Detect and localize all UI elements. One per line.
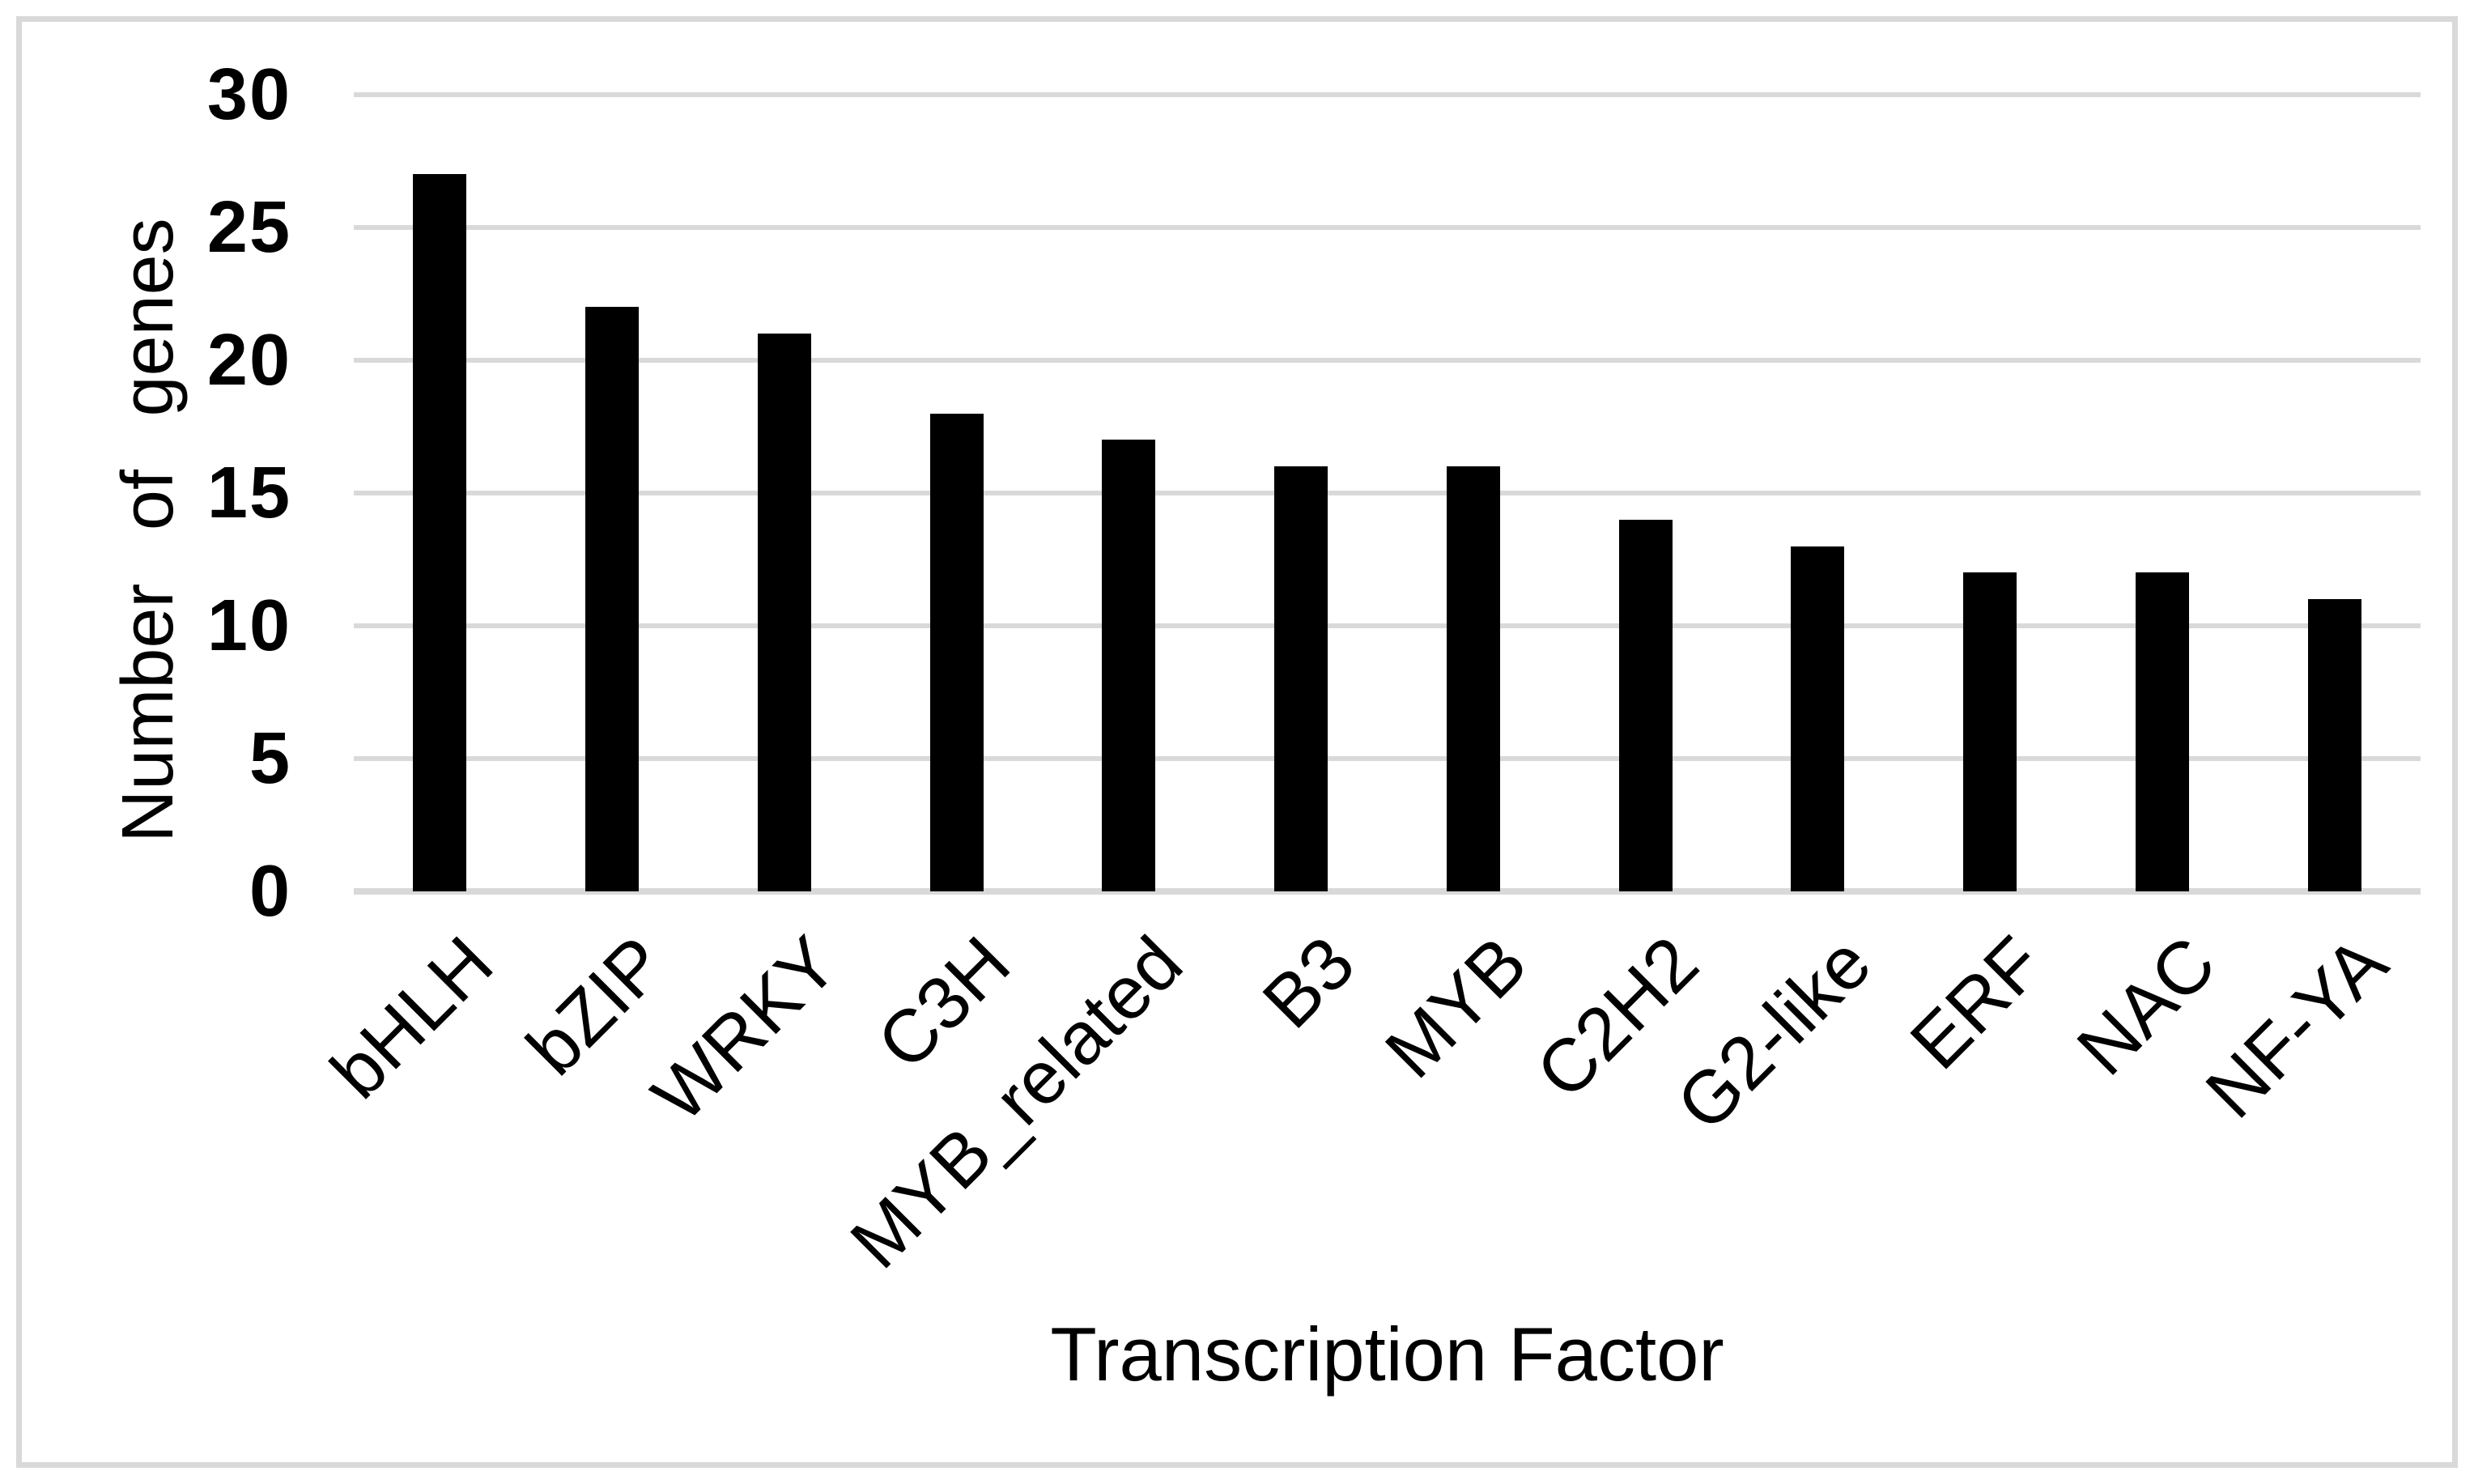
bar-ERF [1963,572,2017,891]
plot-area [354,92,2421,895]
y-tick-label-10: 10 [206,585,291,666]
x-axis-baseline [354,888,2421,895]
y-tick-label-0: 0 [249,851,291,932]
gridline-y-15 [354,491,2421,495]
gridline-y-30 [354,92,2421,97]
bar-NAC [2135,572,2189,891]
bar-MYB_related [1102,440,1156,891]
gridline-y-25 [354,225,2421,230]
bar-G2-like [1791,546,1845,891]
bar-bHLH [413,174,467,891]
y-tick-label-30: 30 [206,54,291,135]
gridline-y-5 [354,756,2421,761]
y-tick-label-20: 20 [206,320,291,401]
figure-border [16,16,2458,1468]
y-tick-label-25: 25 [206,187,291,268]
bar-B3 [1274,466,1328,891]
bar-NF-YA [2307,599,2361,891]
bar-MYB [1446,466,1500,891]
gridline-y-10 [354,623,2421,628]
gridline-y-20 [354,358,2421,363]
bar-C3H [929,413,984,891]
y-tick-label-15: 15 [206,453,291,534]
y-tick-label-5: 5 [249,718,291,799]
bar-C2H2 [1618,519,1673,891]
bar-bZIP [585,307,640,891]
bar-WRKY [757,334,811,891]
x-axis-title: Transcription Factor [1050,1312,1724,1397]
